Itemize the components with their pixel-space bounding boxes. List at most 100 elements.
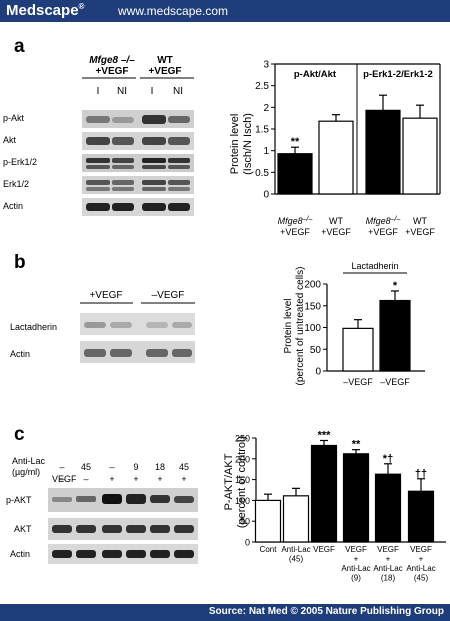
blot-a-row-akt: Akt: [3, 135, 17, 145]
chart-b-ylabel-line1: Protein level: [283, 298, 294, 353]
panel-a-letter: a: [14, 36, 25, 57]
chart-c-ytick-3: 150: [235, 475, 250, 485]
chart-c-xlabel-3: VEGF + Anti-Lac (9): [341, 545, 370, 583]
chart-a: Protein level (Isch/N Isch) p-Akt/Akt p-…: [229, 60, 441, 237]
blot-c-vegf-4: +: [157, 474, 162, 484]
chart-c-annotation-4: *†: [383, 453, 393, 465]
chart-c: P-AKT/AKT (percent of control) 0 50 100 150…: [223, 429, 446, 583]
site-url[interactable]: www.medscape.com: [118, 4, 229, 18]
blot-c-antilac-0: –: [59, 462, 64, 472]
blot-c-vegf-3: +: [133, 474, 138, 484]
chart-b-title: Lactadherin: [351, 261, 398, 271]
blot-c-antilac-3: 9: [133, 462, 138, 472]
chart-b-ytick-3: 150: [304, 301, 321, 312]
chart-a-group1-label: p-Akt/Akt: [294, 69, 337, 80]
chart-c-annotation-3: **: [352, 439, 361, 451]
blot-a-row-actin: Actin: [3, 201, 23, 211]
blot-a-group1-line2: +VEGF: [95, 66, 128, 77]
chart-a-xlabel-1b: +VEGF: [280, 227, 310, 237]
chart-a-ytick-0: 0: [263, 190, 269, 201]
chart-a-bar-1: [318, 120, 354, 195]
source-credit: Source: Nat Med © 2005 Nature Publishing…: [208, 606, 444, 617]
chart-a-xlabel-3b: +VEGF: [368, 227, 398, 237]
chart-a-ylabel-line2: (Isch/N Isch): [242, 113, 254, 175]
blot-c-row-akt: AKT: [14, 524, 32, 534]
chart-a-xlabel-2a: WT: [329, 216, 343, 226]
blot-c-antilac-5: 45: [179, 462, 189, 472]
chart-a-ytick-4: 2: [263, 103, 269, 114]
chart-c-ylabel-line2: (percent of control): [236, 436, 248, 528]
header-bar: Medscape® www.medscape.com: [0, 0, 450, 22]
blot-c-vegf-label: VEGF: [52, 474, 77, 484]
chart-a-ytick-5: 2.5: [255, 81, 269, 92]
chart-b-ylabel-line2: (percent of untreated cells): [295, 267, 306, 386]
medscape-logo[interactable]: Medscape®: [6, 2, 85, 19]
chart-a-ylabel-line1: Protein level: [229, 114, 241, 175]
chart-c-ytick-1: 50: [240, 517, 250, 527]
chart-c-xlabel-5: VEGF + Anti-Lac (45): [406, 545, 435, 583]
blot-c-unit-label: (µg/ml): [12, 467, 40, 477]
chart-a-ytick-6: 3: [263, 60, 269, 71]
blot-c-vegf-5: +: [181, 474, 186, 484]
chart-b-xlabel-0: –VEGF: [343, 377, 373, 387]
chart-a-group2-label: p-Erk1-2/Erk1-2: [363, 69, 433, 80]
chart-a-xlabel-1a: Mfge8–/–: [278, 216, 313, 226]
blot-a-group2-line1: WT: [157, 55, 173, 66]
chart-a-ytick-3: 1.5: [255, 125, 269, 136]
blot-c-antilac-1: 45: [81, 462, 91, 472]
blot-a-row-perk: p-Erk1/2: [3, 157, 37, 167]
lane-label-3: I: [151, 86, 154, 97]
panel-b-letter: b: [14, 252, 26, 273]
lane-label-4: NI: [173, 86, 183, 97]
chart-b-ytick-1: 50: [310, 345, 322, 356]
chart-c-ytick-2: 100: [235, 496, 250, 506]
blot-c-vegf-1: –: [83, 474, 88, 484]
chart-c-bar-1: [282, 495, 310, 543]
chart-a-ytick-1: 0.5: [255, 168, 269, 179]
chart-a-xlabel-2b: +VEGF: [321, 227, 351, 237]
blot-b-image: [80, 313, 195, 363]
chart-b-ytick-2: 100: [304, 323, 321, 334]
chart-c-ytick-5: 250: [235, 434, 250, 444]
chart-c-xlabel-1: Anti-Lac (45): [281, 545, 310, 564]
chart-b-bar-1: [379, 299, 411, 372]
blot-c-antilac-2: –: [109, 462, 114, 472]
chart-b: Protein level (percent of untreated cell…: [283, 261, 425, 387]
chart-c-xlabel-4: VEGF + Anti-Lac (18): [373, 545, 402, 583]
blot-b-row-lactadherin: Lactadherin: [10, 322, 57, 332]
chart-a-bar-3: [402, 117, 438, 195]
chart-c-xlabel-2: VEGF: [313, 545, 335, 554]
blot-c-row-actin: Actin: [10, 549, 30, 559]
blot-c-row-pakt: p-AKT: [6, 495, 32, 505]
chart-c-annotation-5: ††: [415, 468, 427, 480]
blot-a-row-erk: Erk1/2: [3, 179, 29, 189]
chart-b-xlabel-1: –VEGF: [380, 377, 410, 387]
chart-c-bar-3: [342, 453, 370, 543]
blot-a-group2-line2: +VEGF: [148, 66, 181, 77]
chart-c-bar-2: [310, 444, 338, 543]
chart-c-ylabel-line1: P-AKT/AKT: [223, 453, 235, 510]
chart-a-bar-0: [277, 153, 313, 195]
blot-c-antilac-4: 18: [155, 462, 165, 472]
chart-a-annotation-0: **: [291, 136, 300, 148]
chart-b-ytick-4: 200: [304, 280, 321, 291]
lane-label-1: I: [97, 86, 100, 97]
chart-c-bar-4: [374, 473, 402, 543]
lane-label-2: NI: [117, 86, 127, 97]
blot-b-row-actin: Actin: [10, 349, 30, 359]
chart-c-ytick-4: 200: [235, 454, 250, 464]
blot-b-group2: –VEGF: [152, 290, 185, 301]
blot-b-group1: +VEGF: [89, 290, 122, 301]
chart-b-annotation-1: *: [393, 280, 398, 292]
chart-b-ytick-0: 0: [315, 367, 321, 378]
chart-c-xlabel-0: Cont: [260, 545, 278, 554]
blot-a-row-pakt: p-Akt: [3, 113, 25, 123]
blot-c-vegf-2: +: [109, 474, 114, 484]
footer-bar: Source: Nat Med © 2005 Nature Publishing…: [0, 604, 450, 621]
chart-c-bar-0: [254, 499, 282, 543]
blot-c-vegf-0: –: [59, 474, 64, 484]
chart-a-xlabel-3a: Mfge8–/–: [366, 216, 401, 226]
chart-a-bar-2: [365, 109, 401, 195]
chart-a-xlabel-4a: WT: [413, 216, 427, 226]
figure-canvas: a Mfge8 –/– +VEGF WT +VEGF I NI I NI p-A…: [3, 36, 446, 583]
